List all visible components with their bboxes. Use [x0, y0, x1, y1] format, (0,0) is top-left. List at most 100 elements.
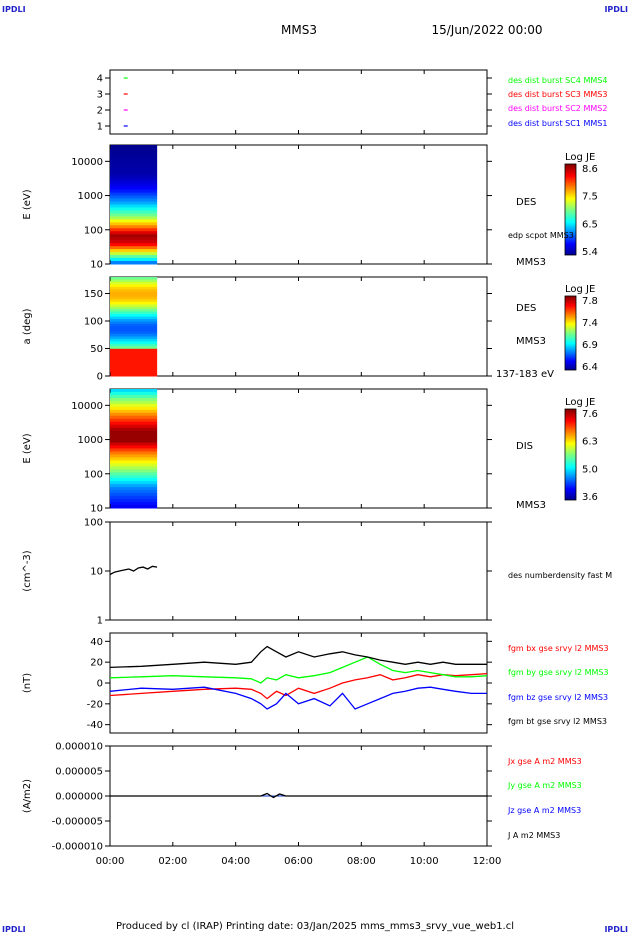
des-pitch-colorbar-title: Log JE — [565, 284, 595, 295]
availability-panel: 4 3 2 1 des dist burst SC1 MMS1 des dist burs… — [97, 69, 607, 135]
des-energy-heatmap-row — [110, 237, 158, 241]
des-pitch-heatmap-row — [110, 309, 158, 313]
dis-energy-heatmap-row — [110, 445, 158, 449]
des-pitch-frame — [109, 276, 488, 377]
des-energy-colorbar-tick: 6.5 — [582, 219, 598, 230]
dis-energy-heatmap-row — [110, 475, 158, 479]
magnetic-field-series-line — [109, 656, 488, 684]
current-density-ylabel: (A/m2) — [22, 779, 33, 813]
des-pitch-heatmap-row — [110, 371, 158, 375]
dis-energy-heatmap-row — [110, 389, 158, 393]
des-energy-heatmap-row — [110, 183, 158, 188]
des-pitch-heatmap-row — [110, 279, 158, 283]
des-energy-heatmap-row — [110, 171, 158, 176]
des-pitch-ytick-label: 100 — [84, 317, 103, 328]
des-energy-heatmap-row — [110, 222, 158, 226]
current-density-ytick-label: -0.000005 — [52, 817, 103, 828]
dis-energy-heatmap-row — [110, 430, 158, 435]
des-energy-frame — [109, 144, 488, 265]
magnetic-field-ytick-label: 40 — [90, 637, 103, 648]
dis-energy-ytick-label: 10000 — [71, 401, 103, 412]
dis-energy-heatmap-row — [110, 448, 158, 452]
dis-energy-heatmap-row — [110, 472, 158, 476]
magnetic-field-legend-entry: fgm by gse srvy l2 MMS3 — [508, 668, 609, 677]
dis-energy-heatmap-row — [110, 487, 158, 491]
density-ytick-label: 10 — [90, 567, 103, 578]
availability-legend-entry: des dist burst SC3 MMS3 — [508, 90, 607, 99]
availability-legend-entry: des dist burst SC1 MMS1 — [508, 119, 607, 128]
des-pitch-heatmap-row — [110, 321, 158, 325]
des-pitch-heatmap — [110, 277, 158, 377]
density-series-line — [109, 565, 158, 576]
des-pitch-ytick-label: 150 — [84, 289, 103, 300]
des-pitch-heatmap-row — [110, 299, 158, 303]
des-energy-heatmap-row — [110, 198, 158, 203]
des-pitch-heatmap-row — [110, 291, 158, 295]
des-pitch-heatmap-row — [110, 336, 158, 340]
dis-energy-heatmap-row — [110, 469, 158, 473]
dis-energy-heatmap-row — [110, 457, 158, 461]
dis-energy-side-label: DIS — [516, 441, 533, 452]
des-pitch-heatmap-row — [110, 358, 158, 362]
des-energy-heatmap-row — [110, 234, 158, 238]
corner-label-bottom-right: IPDLI — [604, 925, 628, 934]
dis-energy-heatmap-row — [110, 493, 158, 497]
des-energy-colorbar-tick: 8.6 — [582, 164, 598, 175]
des-energy-heatmap-row — [110, 195, 158, 200]
magnetic-field-legend-entry: fgm bz gse srvy l2 MMS3 — [508, 693, 608, 702]
des-pitch-heatmap-row — [110, 324, 158, 327]
des-energy-ytick-label: 10000 — [71, 157, 103, 168]
time-tick-label: 04:00 — [221, 856, 250, 867]
availability-legend-entry: des dist burst SC2 MMS2 — [508, 104, 607, 113]
des-pitch-heatmap-row — [110, 333, 158, 337]
dis-energy-heatmap-row — [110, 442, 158, 447]
des-energy-heatmap-row — [110, 252, 158, 256]
des-energy-heatmap-row — [110, 192, 158, 197]
des-pitch-heatmap-row — [110, 343, 158, 347]
dis-energy-heatmap-row — [110, 397, 158, 402]
des-pitch-heatmap-row — [110, 341, 158, 345]
footer-credit: Produced by cl (IRAP) Printing date: 03/… — [116, 921, 514, 932]
dis-energy-heatmap-row — [110, 436, 158, 441]
des-pitch-heatmap-row — [110, 356, 158, 360]
magnetic-field-series-line — [109, 686, 487, 710]
des-energy-panel: Log JE8.6 7.5 6.5 5.4 10000 1000 100 10 E (eV) DE… — [22, 144, 598, 271]
des-pitch-heatmap-row — [110, 289, 158, 293]
des-pitch-heatmap-row — [110, 326, 158, 330]
des-energy-heatmap-row — [110, 225, 158, 229]
des-energy-heatmap-row — [110, 174, 158, 179]
corner-label-top-left: IPDLI — [2, 5, 26, 14]
density-frame — [109, 521, 488, 621]
dis-energy-heatmap-row — [110, 463, 158, 467]
dis-energy-heatmap-row — [110, 502, 158, 506]
current-density-legend-entry: Jz gse A m2 MMS3 — [507, 806, 581, 815]
des-energy-heatmap-row — [110, 168, 158, 173]
current-density-legend-entry: Jx gse A m2 MMS3 — [507, 757, 582, 766]
des-energy-heatmap-row — [110, 207, 158, 211]
des-energy-colorbar-scale — [564, 163, 577, 256]
density-panel: 100 10 1 (cm^-3) des numberdensity fast M — [22, 518, 612, 627]
des-energy-heatmap-row — [110, 159, 158, 164]
des-pitch-colorbar: Log JE7.8 7.4 6.9 6.4 — [564, 284, 598, 373]
dis-energy-heatmap-row — [110, 424, 158, 429]
des-energy-heatmap-row — [110, 145, 158, 149]
dis-energy-colorbar-tick: 5.0 — [582, 464, 598, 475]
corner-label-bottom-left: IPDLI — [2, 925, 26, 934]
dis-energy-heatmap-row — [110, 466, 158, 470]
des-pitch-heatmap-row — [110, 373, 158, 377]
des-pitch-heatmap-row — [110, 368, 158, 372]
des-pitch-heatmap-row — [110, 304, 158, 308]
des-energy-heatmap-row — [110, 213, 158, 217]
dis-energy-heatmap-row — [110, 490, 158, 494]
availability-frame — [109, 69, 488, 135]
des-pitch-heatmap-row — [110, 316, 158, 320]
des-energy-colorbar: Log JE8.6 7.5 6.5 5.4 — [564, 152, 598, 258]
des-pitch-heatmap-row — [110, 348, 158, 352]
spacecraft-title: MMS3 — [281, 23, 317, 37]
current-density-series-line — [110, 792, 487, 799]
current-density-ytick-label: -0.000010 — [52, 842, 103, 853]
des-pitch-side-label: DES — [516, 303, 536, 314]
des-pitch-side-label: MMS3 — [516, 336, 546, 347]
des-energy-heatmap-row — [110, 219, 158, 223]
